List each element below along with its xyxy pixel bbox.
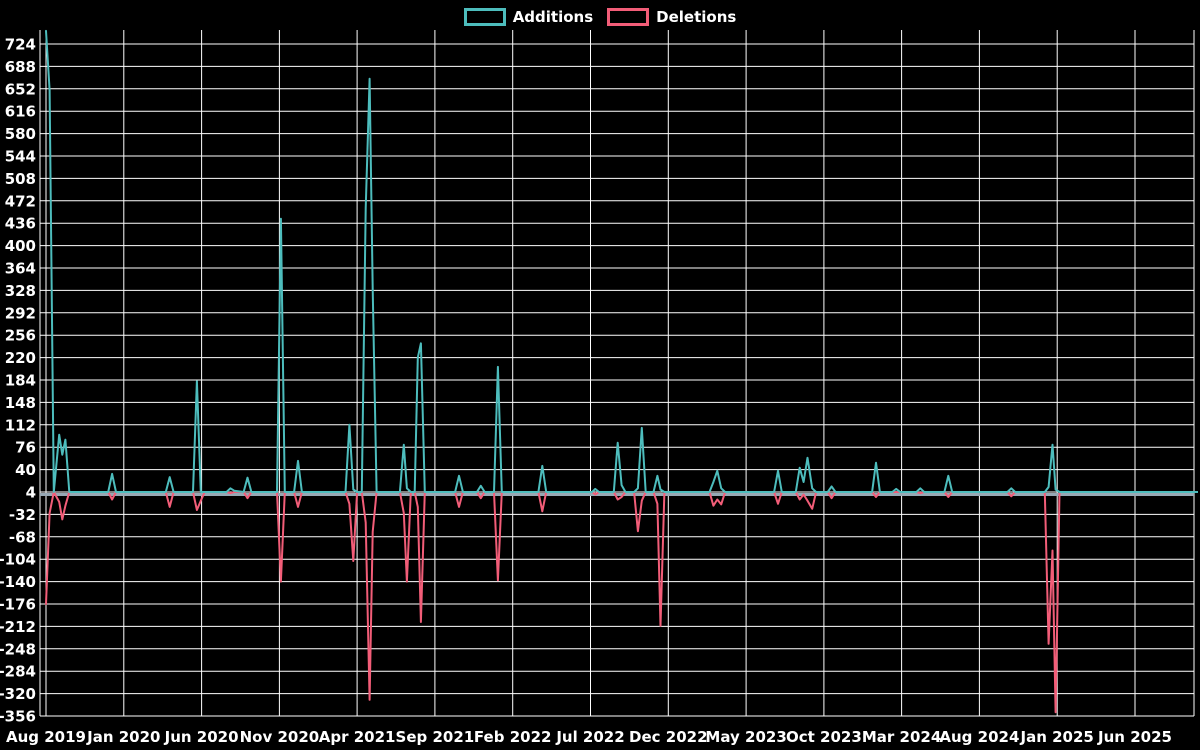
- y-tick-label: -320: [0, 685, 36, 703]
- x-tick-label: Jun 2020: [164, 728, 239, 746]
- y-tick-label: 508: [5, 170, 36, 188]
- y-tick-label: 112: [5, 416, 36, 434]
- x-tick-label: Sep 2021: [396, 728, 475, 746]
- x-tick-label: Aug 2019: [6, 728, 86, 746]
- y-tick-label: 184: [5, 372, 36, 390]
- y-tick-label: 40: [15, 461, 36, 479]
- y-tick-label: 292: [5, 304, 36, 322]
- y-tick-label: 364: [5, 260, 36, 278]
- y-tick-label: 4: [26, 484, 36, 502]
- y-tick-label: 220: [5, 349, 36, 367]
- x-tick-label: Jan 2020: [86, 728, 160, 746]
- x-tick-label: Feb 2022: [474, 728, 552, 746]
- x-tick-label: Jun 2025: [1097, 728, 1172, 746]
- y-tick-label: 688: [5, 58, 36, 76]
- x-tick-label: Jul 2022: [555, 728, 624, 746]
- x-tick-label: Apr 2021: [319, 728, 396, 746]
- plot-area: [45, 29, 1198, 714]
- deletions-line: [45, 491, 1198, 714]
- y-tick-label: -32: [9, 506, 36, 524]
- y-tick-label: 436: [5, 215, 36, 233]
- y-tick-label: -212: [0, 618, 36, 636]
- y-tick-label: -248: [0, 640, 36, 658]
- x-tick-label: Aug 2024: [939, 728, 1019, 746]
- x-tick-label: Nov 2020: [240, 728, 320, 746]
- y-tick-label: -356: [0, 708, 36, 726]
- gridlines: [39, 30, 1195, 717]
- legend-label-deletions: Deletions: [656, 8, 737, 26]
- y-tick-label: 616: [5, 103, 36, 121]
- y-tick-label: 256: [5, 327, 36, 345]
- legend-label-additions: Additions: [512, 8, 594, 26]
- y-tick-label: 652: [5, 80, 36, 98]
- x-tick-label: Jan 2025: [1020, 728, 1094, 746]
- deletions-swatch-icon: [607, 8, 650, 26]
- y-tick-label: -284: [0, 663, 36, 681]
- y-tick-label: -68: [9, 528, 36, 546]
- x-tick-label: Dec 2022: [629, 728, 708, 746]
- y-axis-labels: 724 688 652 616 580 544 508 472 436 400 364 328 292 2…: [0, 36, 36, 726]
- y-tick-label: 544: [5, 148, 36, 166]
- y-tick-label: 580: [5, 125, 36, 143]
- y-tick-label: -104: [0, 551, 36, 569]
- y-tick-label: -140: [0, 573, 36, 591]
- x-tick-label: Oct 2023: [786, 728, 862, 746]
- legend-item-additions[interactable]: Additions: [463, 8, 594, 26]
- x-axis-labels: Aug 2019 Jan 2020 Jun 2020 Nov 2020 Apr 2021…: [6, 728, 1172, 746]
- legend-item-deletions[interactable]: Deletions: [607, 8, 736, 26]
- x-tick-label: Mar 2024: [862, 728, 941, 746]
- y-tick-label: 400: [5, 237, 36, 255]
- y-tick-label: 472: [5, 192, 36, 210]
- y-tick-label: 148: [5, 394, 36, 412]
- y-tick-label: 328: [5, 282, 36, 300]
- additions-swatch-icon: [463, 8, 506, 26]
- additions-line: [45, 29, 1198, 493]
- y-tick-label: -176: [0, 596, 36, 614]
- y-tick-label: 76: [15, 439, 36, 457]
- chart-legend: Additions Deletions: [0, 8, 1200, 26]
- x-tick-label: May 2023: [705, 728, 786, 746]
- y-tick-label: 724: [5, 36, 36, 54]
